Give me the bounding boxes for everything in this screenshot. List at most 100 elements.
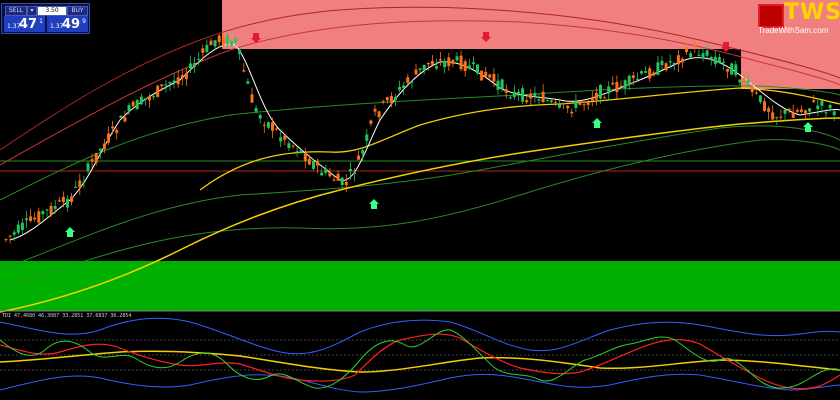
candle-body xyxy=(45,209,49,211)
candle-body xyxy=(820,100,824,106)
candle-body xyxy=(795,110,799,112)
candle-body xyxy=(152,96,156,98)
demand-zone xyxy=(0,261,840,311)
candle-body xyxy=(307,158,311,165)
candle-body xyxy=(385,97,389,101)
candle-body xyxy=(812,100,816,103)
buy-price[interactable]: 1.37 49 9 xyxy=(47,16,88,32)
lot-size-input[interactable]: 3.50 xyxy=(37,6,67,16)
candle-body xyxy=(685,47,689,53)
candle-body xyxy=(37,211,41,223)
candle-body xyxy=(275,128,279,130)
candle-body xyxy=(763,101,766,111)
candle-body xyxy=(246,81,250,84)
tdi-red xyxy=(0,333,840,390)
candle-body xyxy=(521,88,525,102)
up-arrow-icon xyxy=(65,227,75,237)
candle-body xyxy=(443,60,447,68)
candle-body xyxy=(353,172,356,175)
candle-body xyxy=(484,71,488,77)
candle-body xyxy=(242,70,246,72)
candle-body xyxy=(365,134,369,141)
candle-body xyxy=(689,53,693,58)
sell-price[interactable]: 1.37 47 1 xyxy=(4,16,45,32)
candle-body xyxy=(139,96,143,105)
candle-body xyxy=(189,63,192,69)
brand-site: TradeWithSam.com xyxy=(758,26,829,35)
candle-body xyxy=(492,74,496,82)
candle-body xyxy=(738,79,742,83)
candle-body xyxy=(471,62,475,65)
brand-logo: TWS TradeWithSam.com xyxy=(758,0,840,36)
candle-body xyxy=(184,73,188,80)
candle-body xyxy=(225,35,229,45)
sell-button[interactable]: SELL xyxy=(5,6,27,16)
candle-body xyxy=(312,161,315,169)
candle-body xyxy=(426,62,430,65)
candle-body xyxy=(607,86,611,94)
candle-body xyxy=(603,97,607,99)
candle-body xyxy=(783,109,787,114)
candle-body xyxy=(86,163,90,171)
candle-body xyxy=(635,78,639,80)
candle-body xyxy=(517,91,520,94)
candle-body xyxy=(676,55,680,65)
candle-body xyxy=(291,145,295,147)
band-red-upper xyxy=(0,6,840,151)
candle-body xyxy=(541,91,545,103)
candle-body xyxy=(57,200,61,202)
band-green-upper xyxy=(0,85,840,201)
candle-body xyxy=(779,116,783,118)
candle-body xyxy=(496,80,500,90)
candle-body xyxy=(709,56,713,60)
one-click-trading-panel: SELL ▾ 3.50 BUY 1.37 47 1 1.37 49 9 xyxy=(1,3,90,34)
down-arrow-icon xyxy=(251,33,261,43)
down-arrow-icon xyxy=(481,32,491,42)
candle-body xyxy=(33,217,37,220)
candle-body xyxy=(98,148,102,151)
candle-body xyxy=(123,117,127,122)
tdi-blue-upper xyxy=(0,317,840,355)
candle-body xyxy=(4,239,8,241)
candle-body xyxy=(320,172,324,176)
candle-body xyxy=(70,196,74,203)
candle-body xyxy=(283,135,287,140)
candle-body xyxy=(344,181,348,186)
candle-body xyxy=(66,198,69,208)
candle-body xyxy=(455,56,459,61)
candle-body xyxy=(476,64,479,74)
candle-body xyxy=(656,62,660,75)
candle-body xyxy=(389,95,393,104)
candle-body xyxy=(303,153,307,162)
candle-body xyxy=(693,45,697,48)
candle-body xyxy=(439,59,443,61)
candle-body xyxy=(586,102,590,105)
candle-body xyxy=(164,84,168,86)
candle-body xyxy=(828,104,832,109)
buy-button[interactable]: BUY xyxy=(67,6,88,16)
candle-body xyxy=(570,111,574,114)
candle-body xyxy=(525,100,529,103)
candle-body xyxy=(816,105,820,110)
candle-body xyxy=(29,216,33,221)
candle-body xyxy=(53,206,57,209)
candle-body xyxy=(316,161,320,166)
candle-body xyxy=(705,50,709,56)
candle-body xyxy=(713,56,717,65)
candle-body xyxy=(467,65,471,69)
candle-body xyxy=(758,95,762,103)
candle-body xyxy=(111,126,115,129)
candle-body xyxy=(459,55,463,70)
candle-body xyxy=(623,80,627,89)
candle-body xyxy=(398,86,402,90)
tdi-yellow xyxy=(0,350,840,373)
candle-body xyxy=(594,92,598,100)
candle-body xyxy=(566,105,570,109)
tdi-blue-lower xyxy=(0,373,840,393)
lot-spinner-icon[interactable]: ▾ xyxy=(27,6,37,16)
candle-body xyxy=(25,218,28,221)
candle-body xyxy=(131,101,135,106)
band-green-lower xyxy=(0,125,840,271)
up-arrow-icon xyxy=(369,199,379,209)
